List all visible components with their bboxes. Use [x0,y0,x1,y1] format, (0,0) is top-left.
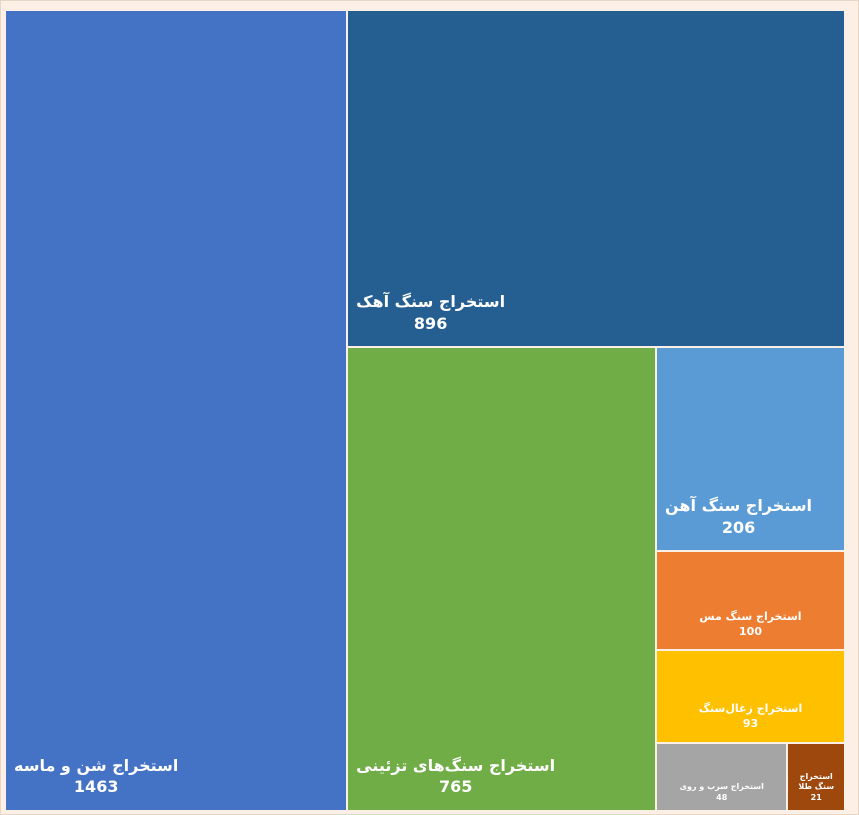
cell-label: استخراج سرب و روی 48 [680,782,764,804]
value-label: 896 [413,313,448,333]
cell-label: استخراج شن و ماسه 1463 [14,755,178,798]
treemap-cell: استخراج شن و ماسه 1463 [5,10,348,811]
value-label: 765 [438,777,473,797]
cell-label: استخراج سنگ‌های تزئینی 765 [356,755,555,798]
treemap-cell: استخراج زغال‌سنگ 93 [656,650,845,743]
cell-label: استخراج سنگ مس 100 [699,610,801,640]
value-label: 206 [721,517,756,537]
treemap-cell: استخراج سنگ آهک 896 [347,10,845,348]
cell-label: استخراج سنگ طلا 21 [794,772,838,804]
category-label: استخراج شن و ماسه [14,755,179,775]
treemap-cell: استخراج سنگ‌های تزئینی 765 [347,347,657,811]
category-label: استخراج سنگ طلا [798,771,835,792]
value-label: 93 [742,716,759,730]
category-label: استخراج سنگ مس [699,609,802,623]
cell-label: استخراج سنگ آهک 896 [356,291,505,334]
treemap-cell: استخراج سرب و روی 48 [656,742,788,811]
value-label: 1463 [73,777,119,797]
category-label: استخراج سرب و روی [679,782,764,792]
category-label: استخراج سنگ آهن [665,496,813,516]
value-label: 48 [716,793,728,803]
treemap-cell: استخراج سنگ مس 100 [656,551,845,651]
treemap-cell: استخراج سنگ طلا 21 [787,742,845,811]
value-label: 21 [810,793,822,803]
category-label: استخراج سنگ‌های تزئینی [356,755,556,775]
cell-label: استخراج سنگ آهن 206 [665,495,812,538]
value-label: 100 [739,624,762,638]
treemap-cell: استخراج سنگ آهن 206 [656,347,845,552]
category-label: استخراج زغال‌سنگ [698,701,803,715]
cell-label: استخراج زغال‌سنگ 93 [699,702,802,732]
category-label: استخراج سنگ آهک [356,291,506,311]
